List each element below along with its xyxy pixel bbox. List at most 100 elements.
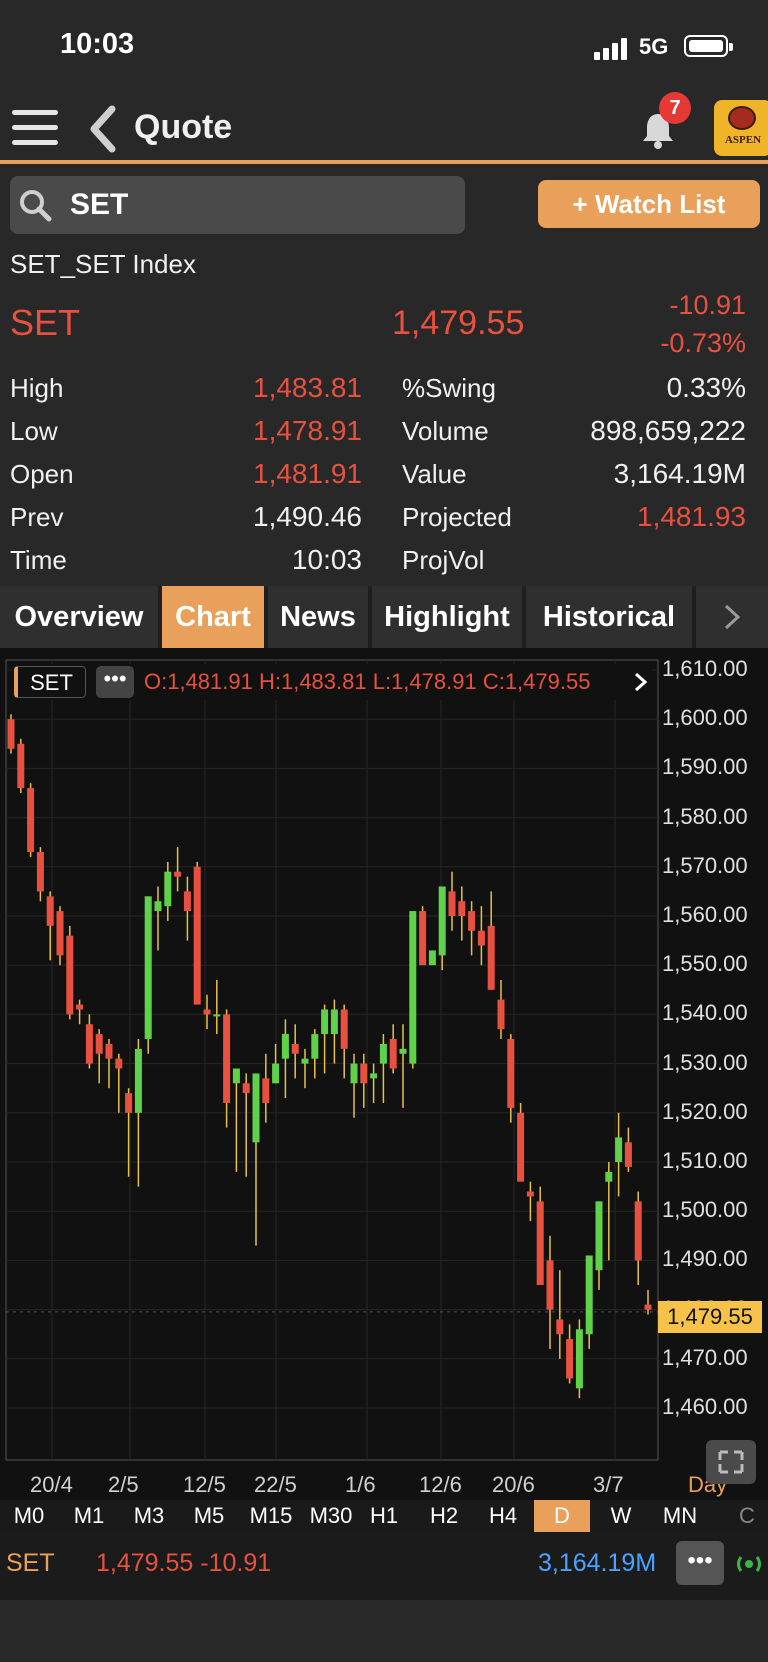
candle-body [419,911,427,966]
timeframe-d[interactable]: D [534,1500,590,1532]
candle-body [556,1319,564,1335]
ticker-more-button[interactable]: ••• [676,1541,724,1585]
candle-body [477,930,485,946]
tab-news[interactable]: News [268,586,368,648]
timeframe-m3[interactable]: M3 [133,1503,165,1528]
ohlc-more-chevron-icon[interactable] [630,666,652,698]
timeframe-m5[interactable]: M5 [193,1503,225,1528]
candle-body [585,1255,593,1335]
candle-body [17,743,25,789]
timeframe-m1[interactable]: M1 [73,1503,105,1528]
tab-overview[interactable]: Overview [0,586,158,648]
search-input[interactable] [10,176,465,234]
candle-body [291,1043,299,1054]
candle-body [428,950,436,966]
candle-body [76,1004,84,1010]
add-watchlist-button[interactable]: + Watch List [538,180,760,228]
candle-body [624,1142,632,1167]
stat-label-volume: Volume [402,416,489,446]
menu-line [12,125,58,130]
candle-body [272,1063,280,1084]
candle-body [66,935,74,1015]
y-tick-label: 1,560.00 [662,902,748,927]
timeframe-bar: M0 M1 M3 M5 M15 M30 H1 H2 H4 D W MN C [0,1500,768,1532]
candle-body [95,1034,103,1054]
back-chevron-icon[interactable] [88,105,118,153]
ticker-value: 3,164.19M [538,1549,657,1577]
candle-body [575,1329,583,1389]
candle-body [379,1043,387,1064]
y-tick-label: 1,580.00 [662,803,748,829]
candle-body [174,871,182,877]
stat-value-time: 10:03 [291,544,362,575]
ticker-price-change: 1,479.55 -10.91 [96,1549,272,1577]
ticker-symbol[interactable]: SET [6,1549,55,1577]
price-chart[interactable] [0,648,768,1500]
candle-body [487,925,495,990]
candle-body [154,901,162,912]
candle-body [301,1058,309,1064]
candle-body [468,911,476,931]
candle-body [526,1191,534,1197]
timeframe-m0[interactable]: M0 [13,1503,45,1528]
tab-chart[interactable]: Chart [162,586,264,648]
candle-body [360,1063,368,1084]
timeframe-c[interactable]: C [739,1503,755,1528]
tab-highlight[interactable]: Highlight [372,586,522,648]
last-price: 1,479.55 [392,304,525,342]
chart-more-button[interactable]: ••• [96,666,134,698]
y-tick-label: 1,600.00 [662,705,748,731]
candle-body [105,1043,113,1059]
candle-body [164,871,172,907]
candle-body [213,1014,221,1017]
x-tick-label: 12/6 [419,1472,462,1497]
y-tick-label: 1,610.00 [662,656,748,681]
candle-body [634,1201,642,1261]
y-tick-label: 1,540.00 [662,1000,748,1026]
stat-label-projvol: ProjVol [402,545,485,575]
timeframe-m15[interactable]: M15 [249,1503,293,1528]
tab-bar: Overview Chart News Highlight Historical [0,586,768,648]
candle-body [566,1339,574,1379]
search-icon [20,190,52,222]
aspen-logo[interactable]: ASPEN [714,100,768,156]
candle-body [389,1039,397,1069]
candle-body [203,1009,211,1015]
tabs-more-chevron-icon[interactable] [696,586,768,648]
expand-icon[interactable] [706,1440,756,1484]
candle-body [242,1083,250,1094]
x-tick-label: 20/6 [492,1472,535,1497]
stat-label-projected: Projected [402,502,512,532]
symbol-full-name: SET_SET Index [10,249,196,279]
battery-icon [684,35,733,57]
candle-body [125,1093,133,1113]
candle-body [340,1009,348,1049]
timeframe-h2[interactable]: H2 [429,1503,459,1528]
timeframe-h1[interactable]: H1 [369,1503,399,1528]
timeframe-mn[interactable]: MN [662,1503,698,1528]
timeframe-m30[interactable]: M30 [309,1503,353,1528]
x-tick-label: 12/5 [183,1472,226,1497]
stat-value-open: 1,481.91 [253,458,362,489]
candle-body [615,1137,623,1162]
menu-button[interactable] [12,110,58,150]
timeframe-h4[interactable]: H4 [488,1503,518,1528]
search-value: SET [70,188,129,221]
tab-historical[interactable]: Historical [526,586,692,648]
stat-label-low: Low [10,416,58,446]
menu-line [12,140,58,145]
candle-body [115,1058,123,1069]
chart-symbol-chip[interactable]: SET [14,666,86,698]
y-tick-label: 1,520.00 [662,1098,748,1124]
y-tick-label: 1,500.00 [662,1197,748,1223]
stat-value-value: 3,164.19M [613,458,746,489]
y-tick-label: 1,460.00 [662,1394,748,1419]
y-tick-label: 1,530.00 [662,1049,748,1075]
candle-body [330,1009,338,1035]
candle-body [507,1039,515,1108]
y-tick-label: 1,510.00 [662,1148,748,1173]
candle-body [223,1014,231,1103]
timeframe-w[interactable]: W [610,1503,632,1528]
signal-icon [594,38,627,60]
stat-value-prev: 1,490.46 [253,501,362,532]
